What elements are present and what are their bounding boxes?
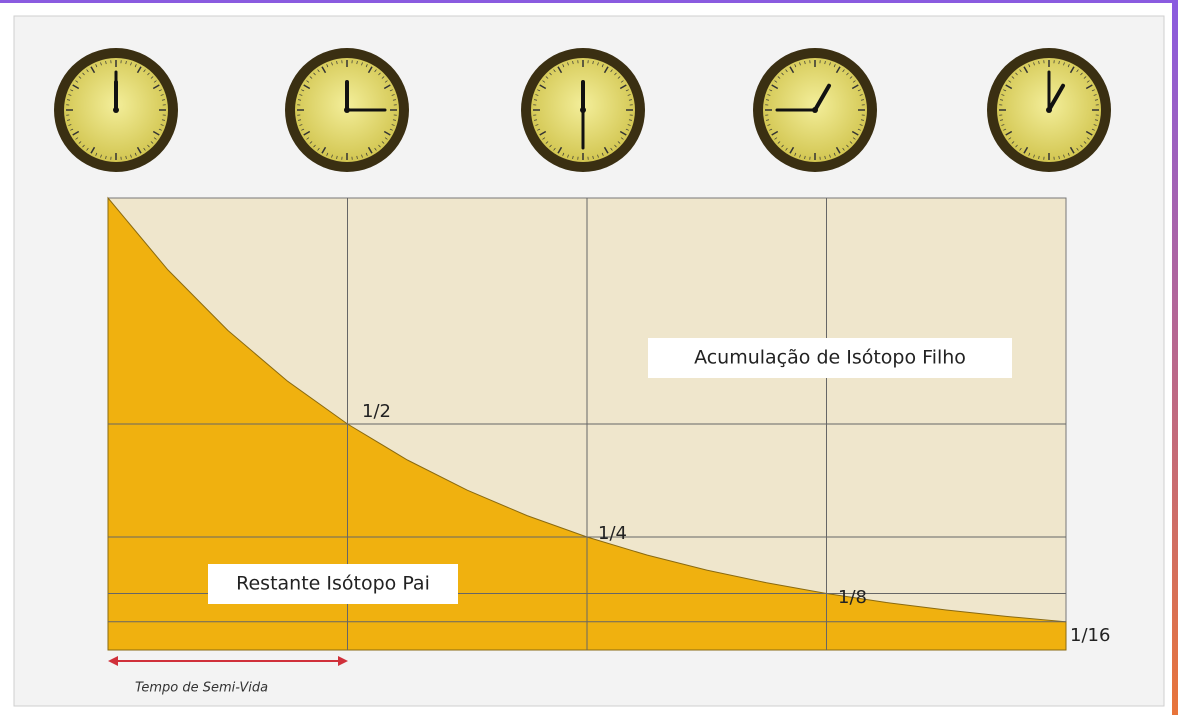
fraction-label: 1/8 xyxy=(838,587,867,608)
clock xyxy=(987,48,1111,172)
fraction-label: 1/4 xyxy=(598,523,627,544)
clock-center xyxy=(1046,107,1052,113)
clock xyxy=(753,48,877,172)
top-edge xyxy=(0,0,1178,3)
clock xyxy=(521,48,645,172)
clock xyxy=(54,48,178,172)
clock-center xyxy=(580,107,586,113)
clock-center xyxy=(812,107,818,113)
clock xyxy=(285,48,409,172)
parent-label: Restante Isótopo Pai xyxy=(236,573,430,595)
fraction-label: 1/2 xyxy=(362,401,391,422)
fraction-label: 1/16 xyxy=(1070,625,1110,646)
axis-caption: Tempo de Semi-Vida xyxy=(135,681,268,696)
clock-center xyxy=(113,107,119,113)
right-edge xyxy=(1172,0,1178,715)
clock-center xyxy=(344,107,350,113)
daughter-label: Acumulação de Isótopo Filho xyxy=(694,347,966,369)
